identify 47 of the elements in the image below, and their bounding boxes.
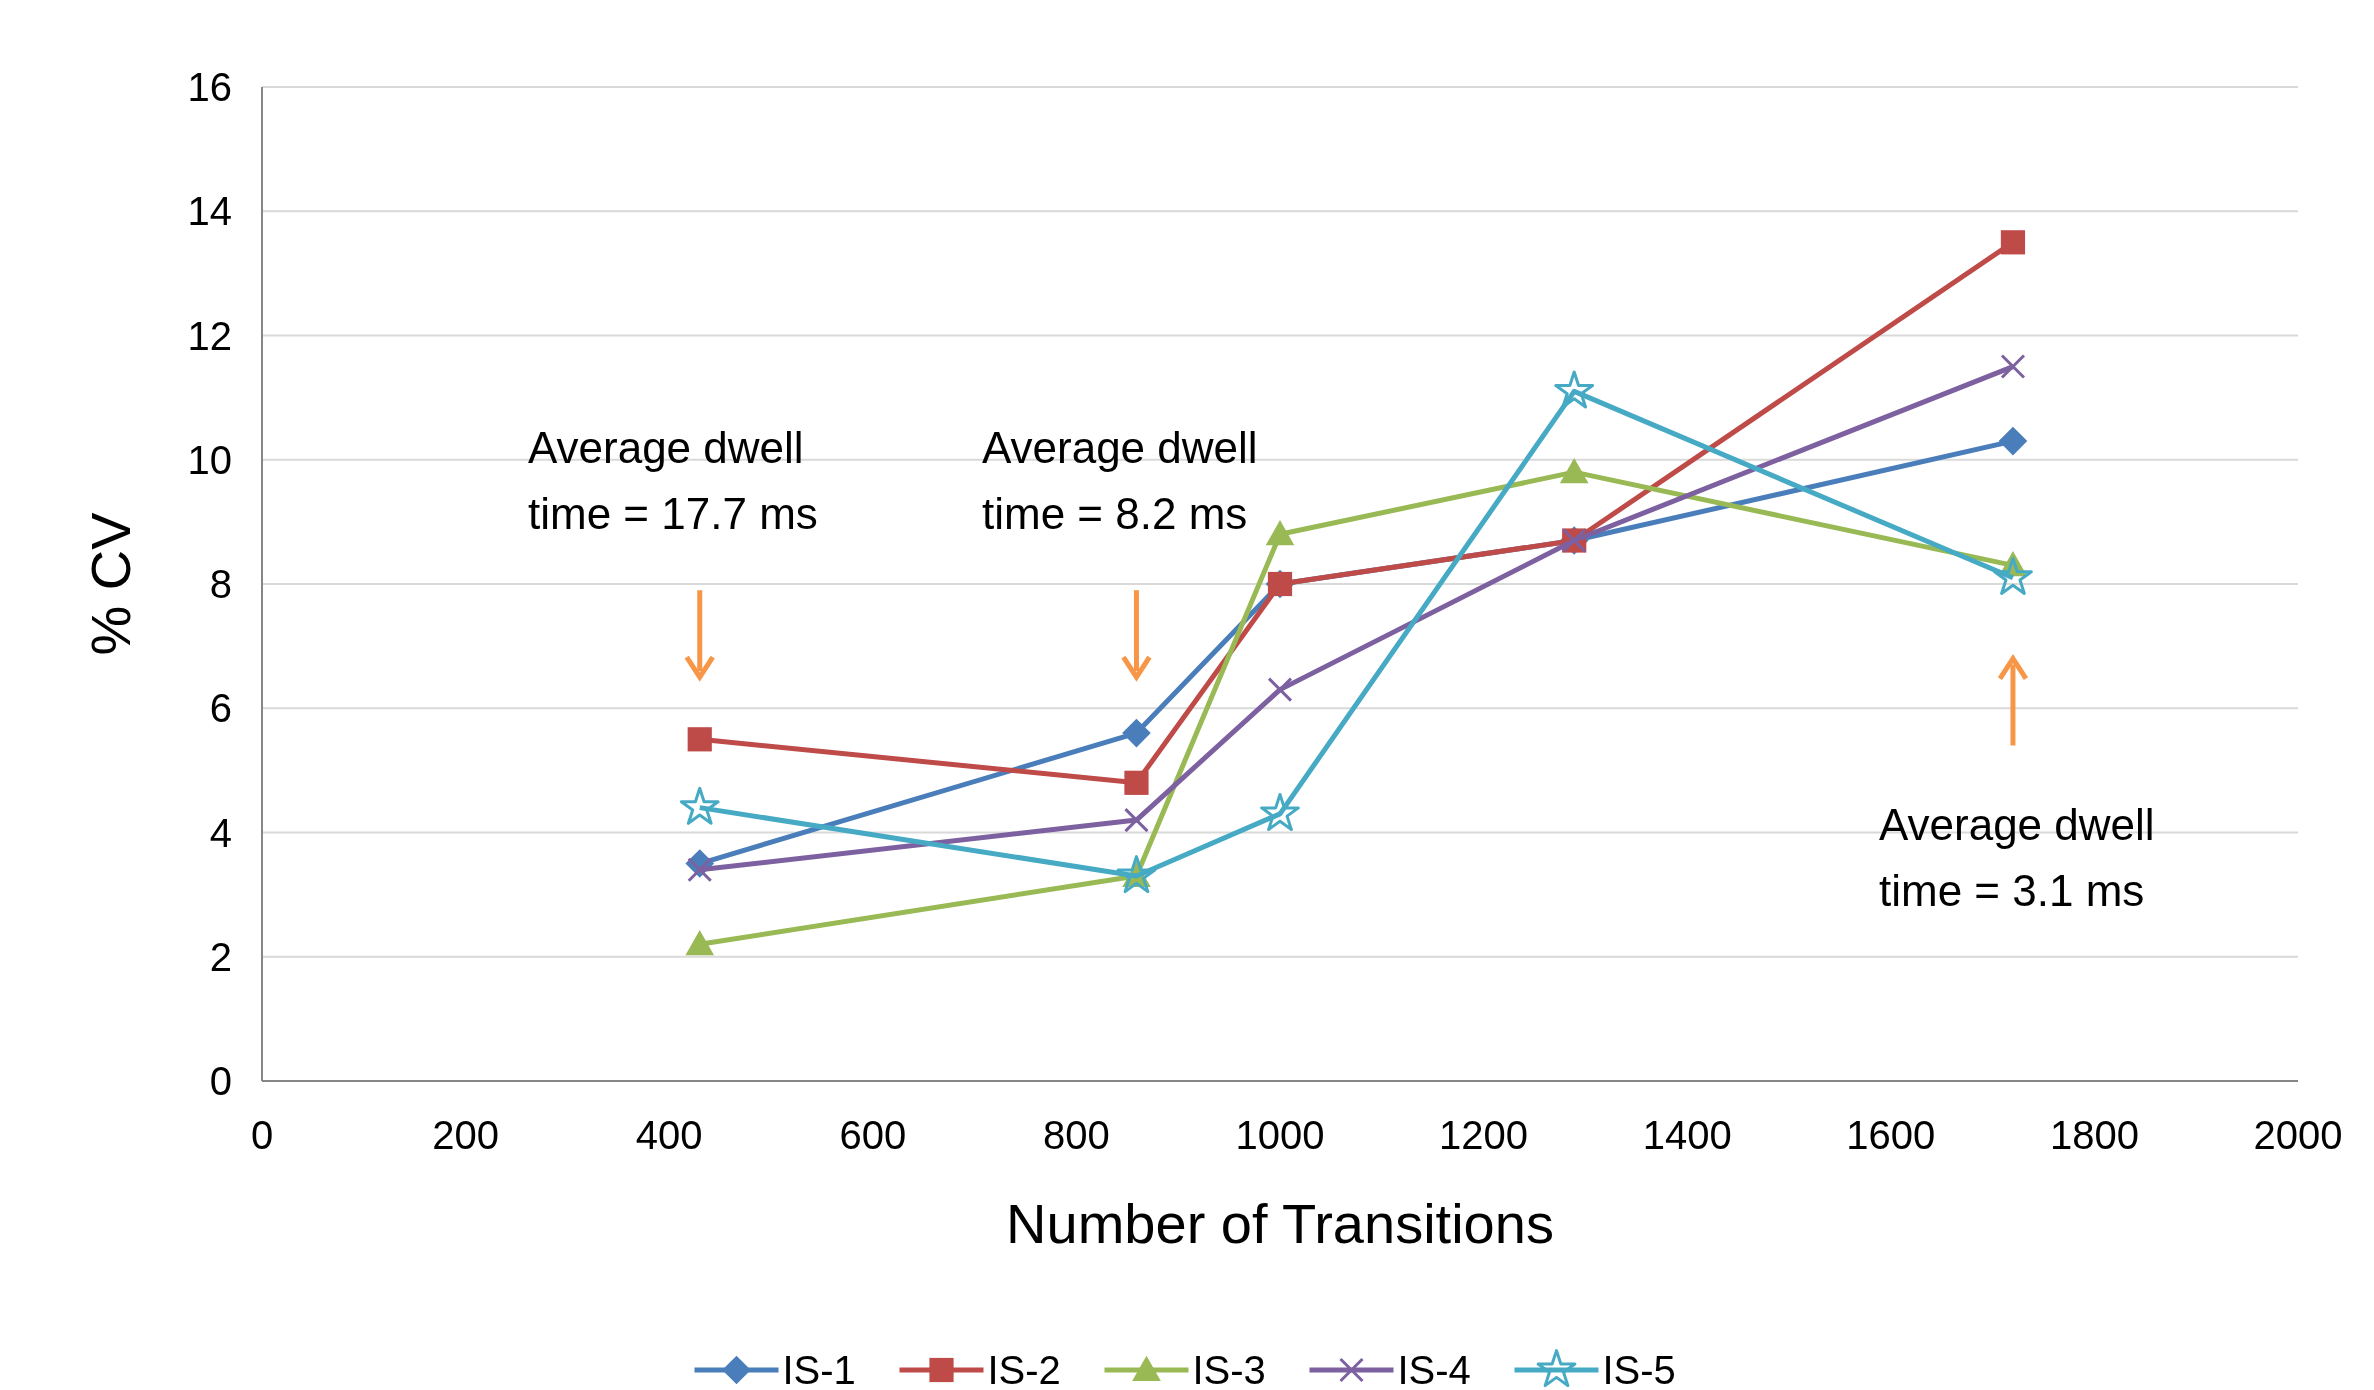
y-tick-label: 8 xyxy=(209,562,232,606)
y-tick-label: 10 xyxy=(187,437,232,482)
x-tick-label: 0 xyxy=(250,1113,274,1157)
x-tick-label: 2000 xyxy=(2253,1113,2343,1157)
x-tick-label: 1800 xyxy=(2049,1113,2139,1157)
legend-label: IS-5 xyxy=(1602,1348,1676,1390)
y-tick-label: 6 xyxy=(209,686,232,731)
y-tick-label: 14 xyxy=(187,189,232,234)
x-tick-label: 200 xyxy=(432,1113,499,1157)
point xyxy=(1559,457,1589,484)
point xyxy=(1123,807,1149,833)
annotation: Average dwell time = 17.7 ms xyxy=(528,423,818,538)
point xyxy=(687,727,712,752)
annotation: Average dwell time = 8.2 ms xyxy=(982,423,1258,538)
x-tick-label: 1400 xyxy=(1642,1113,1732,1157)
legend-label: IS-1 xyxy=(782,1348,856,1390)
point xyxy=(679,786,720,825)
x-tick-label: 1000 xyxy=(1235,1113,1325,1157)
point xyxy=(685,930,715,956)
point xyxy=(2000,230,2026,255)
point xyxy=(1993,556,2033,595)
point xyxy=(1116,855,1157,894)
point xyxy=(1998,426,2028,456)
x-axis-title: Number of Transitions xyxy=(1006,1192,1554,1255)
point xyxy=(1260,793,1300,832)
legend-label: IS-4 xyxy=(1397,1348,1471,1390)
y-tick-label: 4 xyxy=(209,810,232,855)
point xyxy=(1124,770,1149,795)
x-tick-label: 400 xyxy=(635,1113,703,1157)
point xyxy=(2000,354,2026,380)
point xyxy=(1267,677,1293,703)
x-tick-label: 1600 xyxy=(1846,1113,1936,1157)
point xyxy=(687,857,713,883)
point xyxy=(1122,718,1151,748)
y-tick-label: 16 xyxy=(187,65,232,109)
y-axis-title: % CV xyxy=(79,511,142,656)
y-tick-label: 2 xyxy=(209,934,232,979)
legend-label: IS-2 xyxy=(987,1348,1061,1390)
x-tick-label: 1200 xyxy=(1439,1113,1529,1157)
x-tick-label: 600 xyxy=(839,1113,907,1157)
y-tick-label: 12 xyxy=(187,313,232,358)
point xyxy=(1265,520,1295,546)
x-tick-label: 800 xyxy=(1043,1113,1110,1157)
y-tick-label: 0 xyxy=(209,1059,232,1103)
point xyxy=(1554,370,1595,409)
annotation: Average dwell time = 3.1 ms xyxy=(1879,800,2155,915)
legend-label: IS-3 xyxy=(1192,1348,1266,1390)
